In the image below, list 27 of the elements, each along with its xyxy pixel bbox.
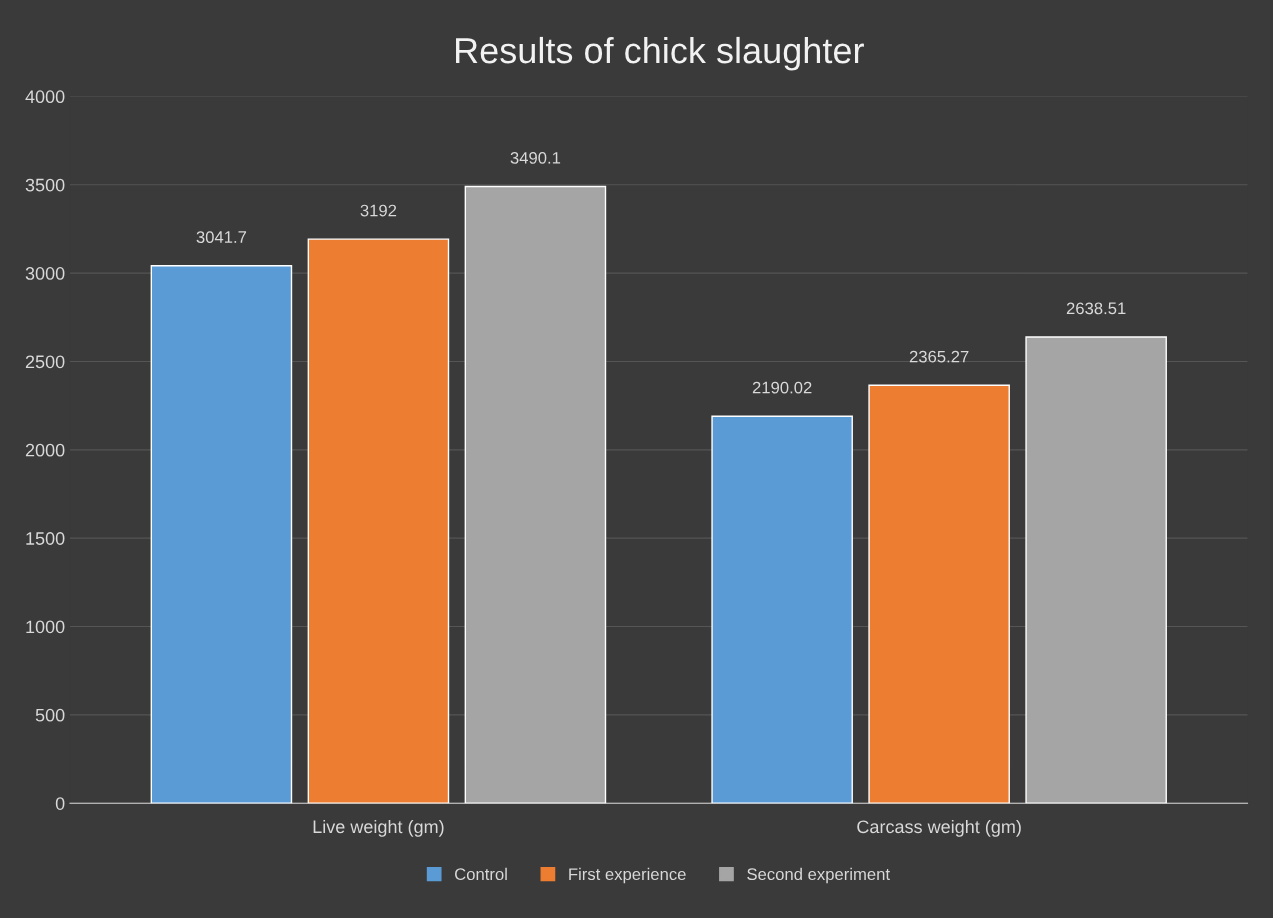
- bar: [307, 238, 450, 804]
- y-tick-label: 4000: [25, 90, 65, 104]
- bar: [464, 185, 607, 804]
- x-tick-label: Live weight (gm): [313, 819, 444, 837]
- y-tick-label: 3000: [25, 267, 65, 280]
- data-label: 3041.7: [196, 231, 247, 243]
- data-label: 2365.27: [909, 350, 969, 363]
- y-tick-label: 500: [35, 708, 65, 722]
- y-tick-label: 2000: [25, 443, 65, 457]
- data-label: 3490.1: [510, 151, 561, 164]
- bar: [868, 384, 1010, 804]
- y-tick-label: 1500: [26, 532, 65, 545]
- chart-title: Results of chick slaughter: [456, 36, 864, 71]
- y-tick-label: 2500: [25, 355, 65, 369]
- data-label: 2638.51: [1066, 302, 1126, 315]
- bar: [711, 415, 853, 804]
- y-tick-label: 0: [55, 797, 65, 810]
- data-label: 2190.02: [752, 381, 812, 394]
- data-label: 3192: [360, 204, 397, 217]
- legend-label: First experience: [569, 867, 686, 884]
- bar: [150, 265, 293, 804]
- legend-label: Control: [455, 867, 507, 881]
- bar: [1025, 336, 1167, 804]
- x-tick-label: Carcass weight (gm): [857, 819, 1021, 837]
- legend-label: Second experiment: [747, 867, 890, 884]
- y-tick-label: 1000: [26, 620, 65, 634]
- y-tick-label: 3500: [25, 178, 65, 192]
